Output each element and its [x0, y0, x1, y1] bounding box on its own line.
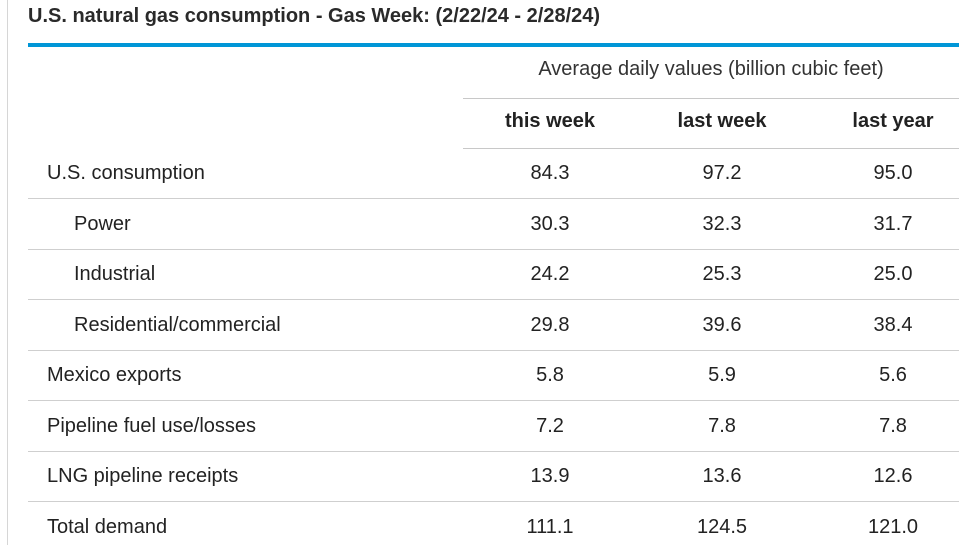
table-row: Power 30.3 32.3 31.7 [28, 199, 959, 250]
column-header-last-year: last year [852, 110, 934, 132]
table-cell-last-week: 13.6 [702, 465, 742, 487]
title-accent-bar [28, 43, 959, 47]
units-header-divider [463, 98, 959, 99]
column-header-this-week: this week [504, 110, 596, 132]
table-row: Total demand 111.1 124.5 121.0 [28, 502, 959, 545]
row-label: LNG pipeline receipts [47, 465, 239, 487]
table-cell-last-year: 25.0 [873, 263, 913, 285]
table-cell-last-week: 25.3 [702, 263, 742, 285]
row-label: Total demand [47, 515, 168, 538]
table-cell-this-week: 84.3 [530, 162, 570, 184]
left-border [7, 0, 8, 545]
table-cell-last-week: 7.8 [708, 414, 736, 437]
row-label: Pipeline fuel use/losses [47, 414, 257, 437]
table-cell-last-week: 39.6 [702, 313, 742, 336]
table-cell-last-year: 12.6 [873, 465, 913, 487]
table-cell-this-week: 13.9 [530, 465, 570, 487]
table-cell-last-week: 5.9 [708, 364, 736, 386]
table-cell-this-week: 7.2 [536, 414, 564, 437]
row-label: Industrial [74, 263, 156, 285]
table-cell-this-week: 24.2 [530, 263, 570, 285]
table-row: Mexico exports 5.8 5.9 5.6 [28, 350, 959, 401]
table-row: Pipeline fuel use/losses 7.2 7.8 7.8 [28, 401, 959, 452]
table-row: Residential/commercial 29.8 39.6 38.4 [28, 300, 959, 351]
table-cell-last-year: 7.8 [879, 414, 907, 437]
row-label: Residential/commercial [74, 313, 281, 336]
table-cell-this-week: 111.1 [526, 515, 574, 538]
table-row: U.S. consumption 84.3 97.2 95.0 [28, 148, 959, 199]
column-header-divider [463, 148, 959, 149]
table-cell-last-year: 95.0 [873, 162, 913, 184]
table-cell-this-week: 5.8 [536, 364, 564, 386]
table-cell-last-year: 5.6 [879, 364, 907, 386]
row-label: Mexico exports [47, 364, 182, 386]
table-cell-this-week: 29.8 [530, 313, 570, 336]
table-cell-last-week: 124.5 [696, 515, 748, 538]
row-label: U.S. consumption [47, 162, 205, 184]
table-cell-last-week: 97.2 [702, 162, 742, 184]
table-cell-last-year: 31.7 [873, 212, 913, 235]
table-cell-last-year: 38.4 [873, 313, 913, 336]
table-row: LNG pipeline receipts 13.9 13.6 12.6 [28, 451, 959, 502]
column-header-last-week: last week [677, 110, 767, 132]
table-cell-last-year: 121.0 [867, 515, 919, 538]
units-header: Average daily values (billion cubic feet… [538, 58, 884, 80]
table-title: U.S. natural gas consumption - Gas Week:… [28, 5, 601, 27]
row-label: Power [74, 212, 131, 235]
table-row: Industrial 24.2 25.3 25.0 [28, 249, 959, 300]
table-cell-last-week: 32.3 [702, 212, 742, 235]
table-cell-this-week: 30.3 [530, 212, 570, 235]
